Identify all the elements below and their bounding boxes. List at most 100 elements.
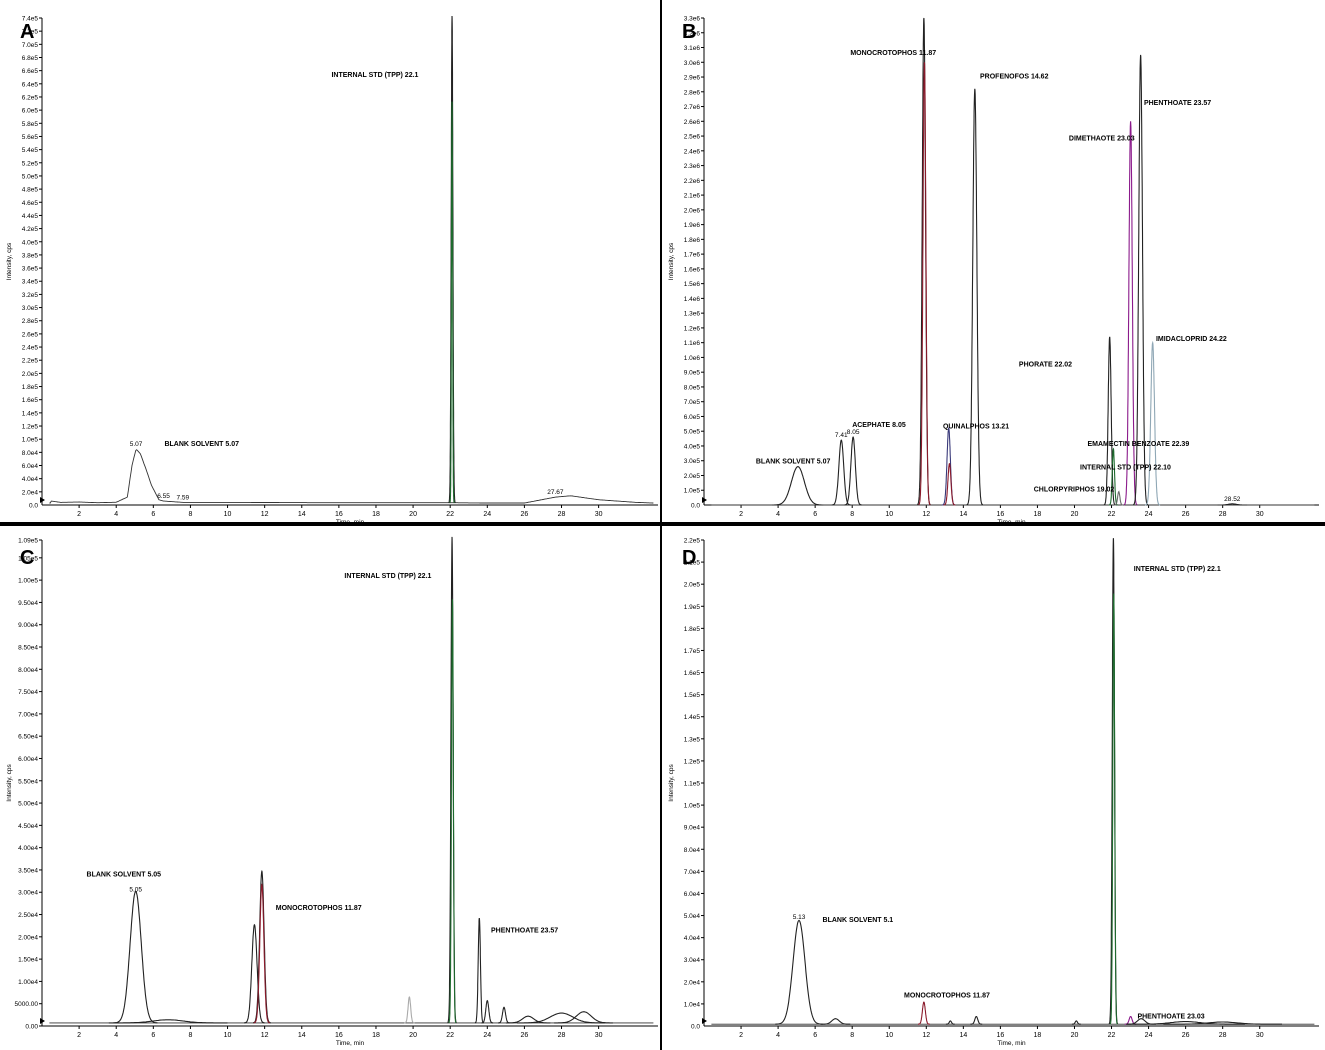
y-tick-label: 9.0e4 <box>684 825 701 832</box>
y-tick-label: 5.0e4 <box>684 913 701 920</box>
chromatogram-panel-b: B 1.0e5 2.0e5 3.0e5 4.0e5 5.0e5 6.0e5 7.0e5 8.0e… <box>668 16 1319 522</box>
y-tick-label: 3.2e5 <box>22 292 39 299</box>
x-tick-label: 18 <box>372 1032 380 1039</box>
x-tick-label: 20 <box>409 1032 417 1039</box>
retention-time-label: 6.55 <box>157 493 170 500</box>
y-tick-label: 2.3e6 <box>684 163 701 170</box>
y-tick-label: 3.00e4 <box>18 890 38 897</box>
chromatogram-peak <box>844 436 862 506</box>
y-tick-label: 2.5e6 <box>684 134 701 141</box>
chromatogram-peak <box>1071 1020 1081 1025</box>
x-axis-label: Time, min <box>997 519 1026 522</box>
x-tick-label: 28 <box>558 1032 566 1039</box>
x-tick-label: 10 <box>224 511 232 518</box>
x-tick-label: 18 <box>1034 511 1042 518</box>
y-tick-label: 1.7e5 <box>684 648 701 655</box>
peak-compound-label: PHENTHOATE 23.57 <box>491 927 558 934</box>
y-tick-label: 1.6e6 <box>684 266 701 273</box>
y-tick-label: 2.8e6 <box>684 89 701 96</box>
y-tick-label: 5.0e5 <box>684 429 701 436</box>
y-tick-label: 1.0e5 <box>22 437 39 444</box>
vertical-divider <box>660 0 662 1050</box>
y-tick-label: 4.0e4 <box>684 935 701 942</box>
y-tick-label: 1.05e5 <box>18 555 38 562</box>
y-tick-label: 2.9e6 <box>684 75 701 82</box>
x-tick-label: 28 <box>1219 1032 1227 1039</box>
y-tick-label: 2.2e5 <box>22 358 39 365</box>
y-tick-label: 3.0e5 <box>22 305 39 312</box>
peak-compound-label: ACEPHATE 8.05 <box>852 422 906 429</box>
y-axis-label: Intensity, cps <box>668 242 675 280</box>
y-tick-label: 3.0e6 <box>684 60 701 67</box>
x-tick-label: 8 <box>188 511 192 518</box>
panel-letter-a: A <box>20 21 34 43</box>
y-tick-label: 6.8e5 <box>22 55 39 62</box>
y-tick-label: 7.00e4 <box>18 711 38 718</box>
chromatogram-panel-c: C 0.00 5000.00 1.00e4 1.50e4 2.00e4 2.50e4 3.00… <box>6 536 658 1047</box>
y-tick-label: 1.8e6 <box>684 237 701 244</box>
chromatogram-peak <box>1103 336 1116 506</box>
x-tick-label: 20 <box>409 511 417 518</box>
y-tick-label: 4.0e5 <box>22 239 39 246</box>
y-tick-label: 5.2e5 <box>22 160 39 167</box>
y-axis-label: Intensity, cps <box>6 764 13 802</box>
baseline-marker <box>40 1018 45 1024</box>
y-tick-label: 5000.00 <box>15 1001 39 1008</box>
x-tick-label: 28 <box>1219 511 1227 518</box>
y-tick-label: 1.2e6 <box>684 325 701 332</box>
x-tick-label: 4 <box>114 1032 118 1039</box>
chromatogram-peak <box>554 1011 613 1024</box>
x-tick-label: 16 <box>996 511 1004 518</box>
chromatogram-peak <box>517 1012 606 1024</box>
x-axis-label: Time, min <box>336 1040 365 1047</box>
panel-letter-c: C <box>20 547 34 569</box>
y-tick-label: 1.0e5 <box>684 488 701 495</box>
y-tick-label: 7.2e5 <box>22 29 39 36</box>
y-tick-label: 1.9e5 <box>684 604 701 611</box>
chromatogram-peak <box>449 101 455 504</box>
y-tick-label: 7.0e5 <box>22 42 39 49</box>
x-tick-label: 26 <box>1182 1032 1190 1039</box>
chromatogram-peak <box>404 996 415 1024</box>
y-tick-label: 1.0e6 <box>684 355 701 362</box>
y-tick-label: 4.00e4 <box>18 845 38 852</box>
x-tick-label: 8 <box>850 1032 854 1039</box>
y-tick-label: 1.6e5 <box>684 670 701 677</box>
x-tick-label: 26 <box>1182 511 1190 518</box>
y-tick-label: 8.00e4 <box>18 667 38 674</box>
horizontal-divider <box>0 522 1325 526</box>
chromatogram-peak <box>244 923 265 1024</box>
x-tick-label: 24 <box>1145 1032 1153 1039</box>
chromatogram-peak <box>820 1018 851 1025</box>
y-tick-label: 6.0e4 <box>684 891 701 898</box>
x-tick-label: 2 <box>739 1032 743 1039</box>
retention-time-label: 5.05 <box>129 886 142 893</box>
peak-compound-label: INTERNAL STD (TPP) 22.1 <box>1134 566 1221 573</box>
y-tick-label-zero: 0.0 <box>29 503 38 510</box>
x-tick-label: 4 <box>776 1032 780 1039</box>
y-tick-label: 5.0e5 <box>22 173 39 180</box>
peak-compound-label: BLANK SOLVENT 5.07 <box>756 459 831 466</box>
y-tick-label: 2.0e4 <box>684 979 701 986</box>
x-tick-label: 22 <box>446 511 454 518</box>
chromatogram-peak <box>448 599 457 1024</box>
x-tick-label: 14 <box>959 511 967 518</box>
y-tick-label: 2.4e5 <box>22 345 39 352</box>
chromatogram-peak <box>918 1001 930 1025</box>
y-tick-label: 1.00e4 <box>18 979 38 986</box>
y-tick-label: 1.2e5 <box>22 424 39 431</box>
y-tick-label: 1.4e5 <box>22 410 39 417</box>
y-tick-label: 2.6e5 <box>22 331 39 338</box>
y-tick-label: 2.0e4 <box>22 489 39 496</box>
y-tick-label: 9.50e4 <box>18 600 38 607</box>
x-tick-label: 2 <box>77 511 81 518</box>
peak-compound-label: BLANK SOLVENT 5.05 <box>87 872 162 879</box>
x-tick-label: 26 <box>521 1032 529 1039</box>
x-tick-label: 22 <box>1108 1032 1116 1039</box>
y-tick-label: 9.0e5 <box>684 370 701 377</box>
y-tick-label: 3.0e4 <box>684 957 701 964</box>
baseline-marker <box>40 497 45 503</box>
x-tick-label: 10 <box>885 511 893 518</box>
y-tick-label: 4.0e4 <box>22 476 39 483</box>
x-tick-label: 8 <box>188 1032 192 1039</box>
